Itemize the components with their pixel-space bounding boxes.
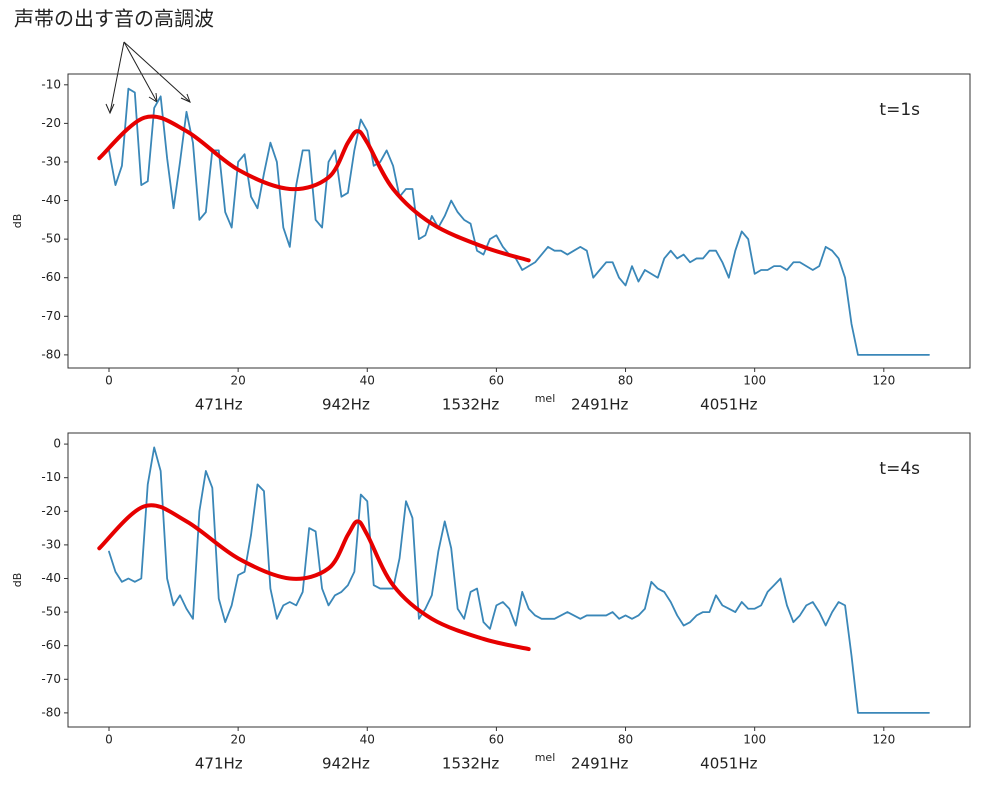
envelope-curve [97, 503, 531, 652]
y-tick-label: 0 [53, 437, 61, 451]
y-tick-label: -60 [41, 270, 61, 284]
y-tick-label: -30 [41, 537, 61, 551]
x-tick-label: 80 [618, 374, 633, 388]
y-tick-label: -40 [41, 193, 61, 207]
x-axis-label: mel [535, 751, 556, 764]
panel-annotation: t=1s [879, 100, 920, 120]
x-tick-label: 80 [618, 733, 633, 747]
y-axis-label: dB [11, 573, 24, 588]
panel-annotation: t=4s [879, 459, 920, 479]
hz-label: 471Hz [195, 396, 243, 414]
x-tick-label: 100 [743, 374, 766, 388]
spectrum-line [108, 446, 930, 714]
y-tick-label: -50 [41, 232, 61, 246]
hz-label: 1532Hz [442, 396, 499, 414]
y-tick-label: -10 [41, 77, 61, 91]
y-tick-label: -70 [41, 309, 61, 323]
x-tick-label: 0 [105, 374, 113, 388]
hz-label: 4051Hz [700, 755, 757, 773]
annotation-arrows [105, 41, 191, 115]
y-tick-label: -20 [41, 116, 61, 130]
hz-label: 471Hz [195, 755, 243, 773]
annotation-title: 声帯の出す音の高調波 [14, 7, 214, 31]
hz-label: 1532Hz [442, 755, 499, 773]
x-tick-label: 120 [872, 374, 895, 388]
y-tick-label: -30 [41, 154, 61, 168]
plot-frame [67, 432, 971, 728]
y-tick-label: -70 [41, 672, 61, 686]
spectrum-line [108, 87, 930, 356]
y-tick-label: -80 [41, 705, 61, 719]
hz-label: 2491Hz [571, 755, 628, 773]
y-tick-label: -60 [41, 638, 61, 652]
hz-label: 2491Hz [571, 396, 628, 414]
y-tick-label: -50 [41, 605, 61, 619]
x-tick-label: 100 [743, 733, 766, 747]
hz-label: 942Hz [322, 396, 370, 414]
x-tick-label: 60 [489, 374, 504, 388]
x-tick-label: 20 [230, 733, 245, 747]
y-tick-label: -20 [41, 504, 61, 518]
hz-label: 4051Hz [700, 396, 757, 414]
x-tick-label: 40 [360, 374, 375, 388]
plot-frame [67, 73, 971, 369]
envelope-curve [97, 114, 531, 263]
x-tick-label: 120 [872, 733, 895, 747]
x-tick-label: 60 [489, 733, 504, 747]
y-tick-label: -40 [41, 571, 61, 585]
y-tick-label: -10 [41, 470, 61, 484]
x-tick-label: 20 [230, 374, 245, 388]
x-tick-label: 0 [105, 733, 113, 747]
y-tick-label: -80 [41, 347, 61, 361]
x-axis-label: mel [535, 392, 556, 405]
hz-label: 942Hz [322, 755, 370, 773]
y-axis-label: dB [11, 214, 24, 229]
x-tick-label: 40 [360, 733, 375, 747]
